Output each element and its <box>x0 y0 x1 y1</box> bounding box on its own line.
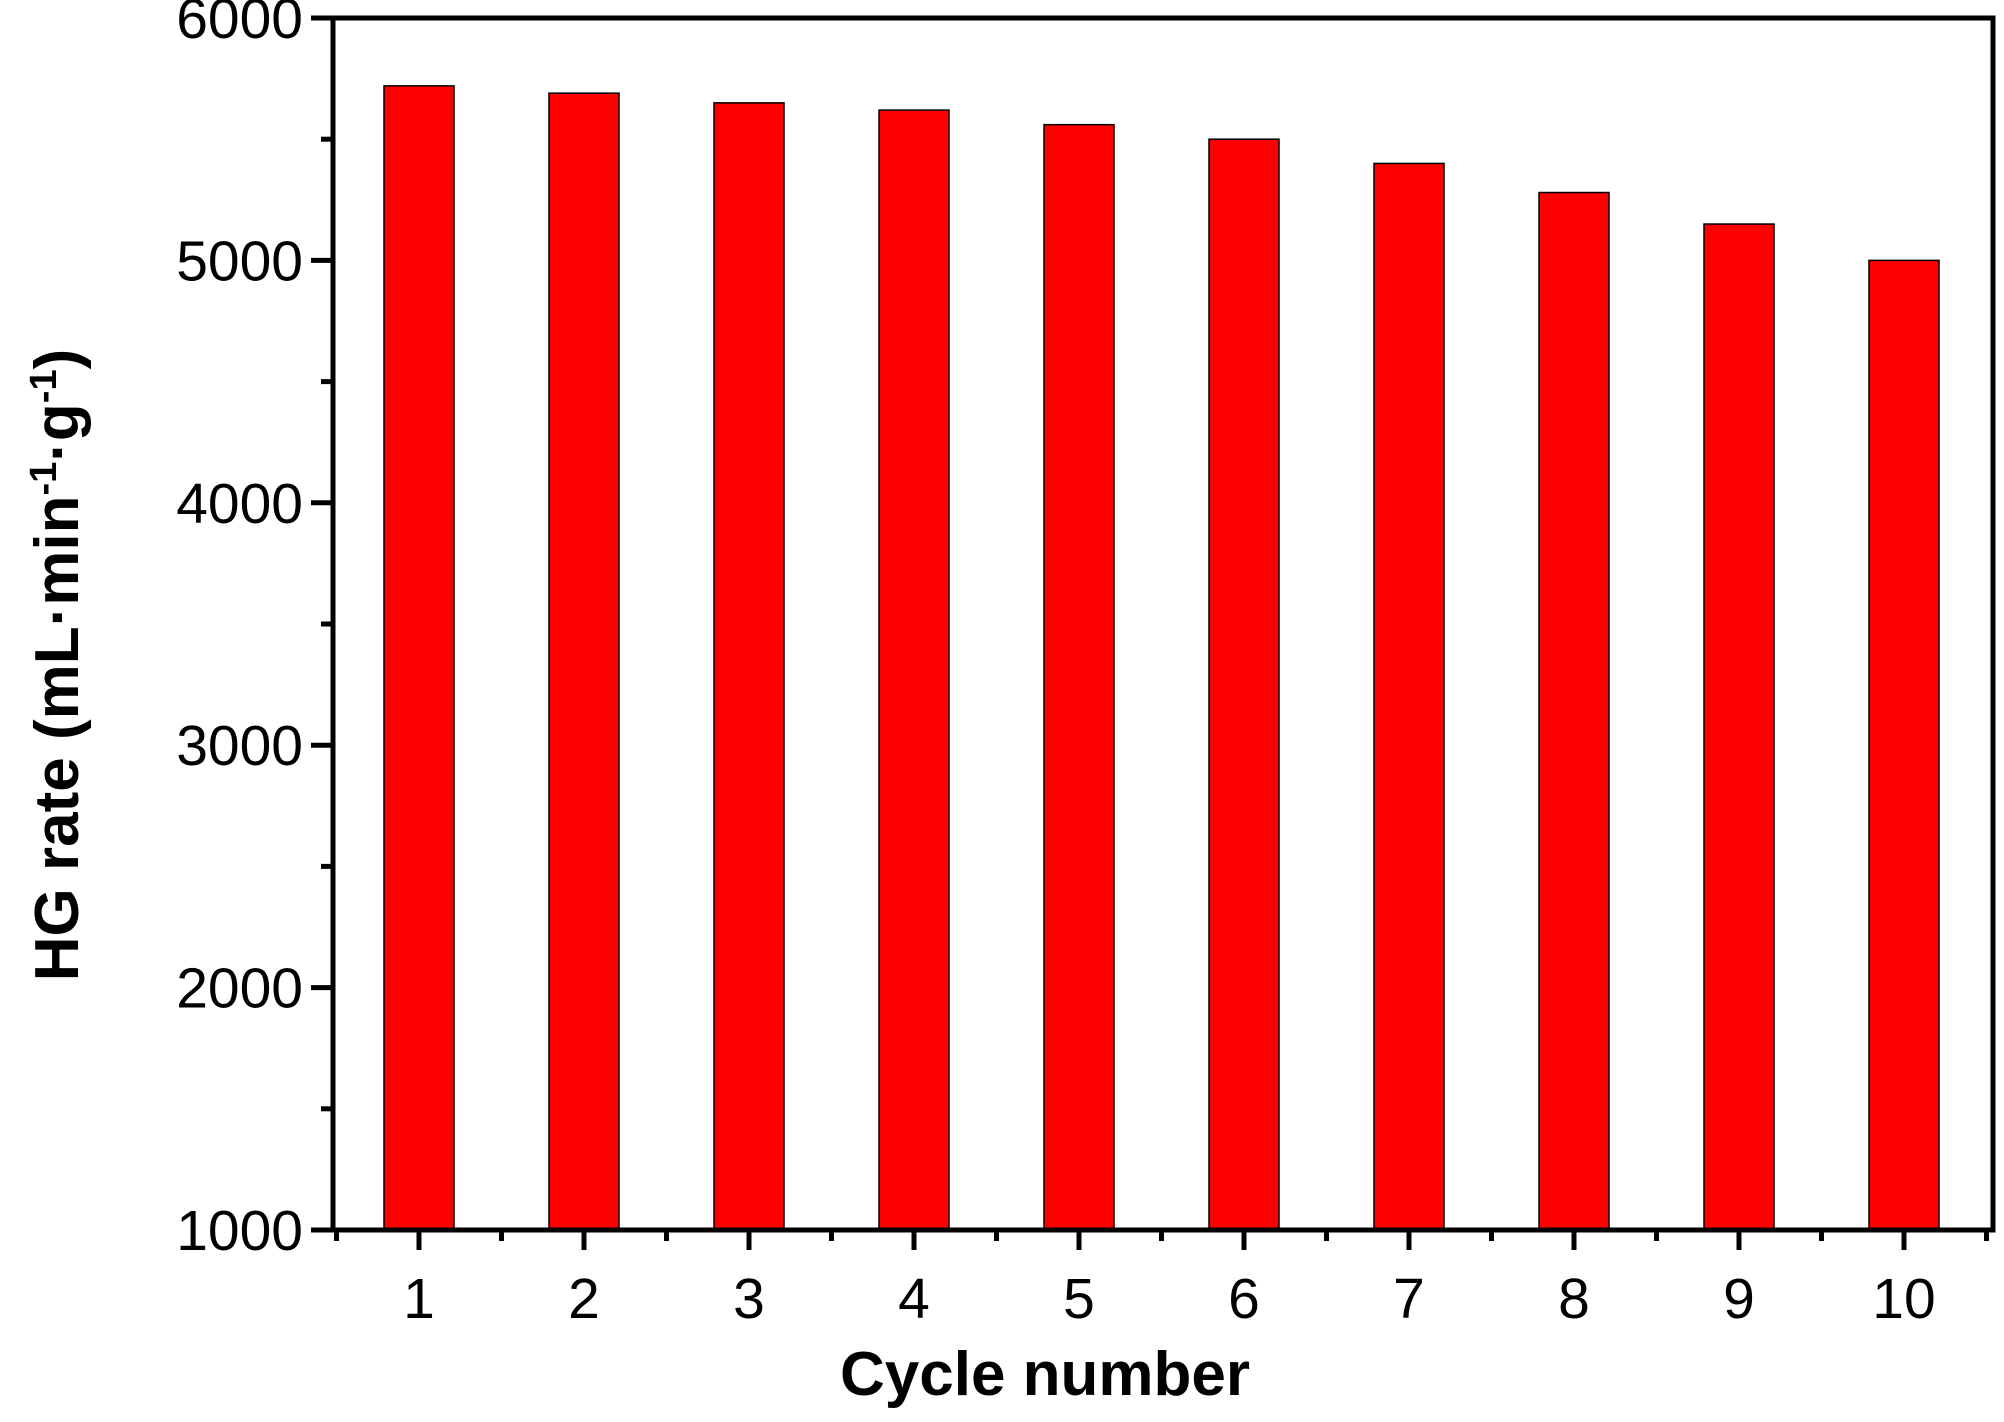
bar <box>1043 123 1115 1231</box>
y-tick-label: 6000 <box>176 0 303 51</box>
y-axis-title-sup2: -1 <box>23 369 65 403</box>
y-axis-title-main: HG rate (mL·min <box>23 496 92 982</box>
x-tick-label: 7 <box>1393 1267 1425 1331</box>
bar <box>1538 191 1610 1231</box>
y-tick-label: 5000 <box>176 229 303 293</box>
bar <box>1208 138 1280 1231</box>
y-axis-ticks: 1000 2000 3000 4000 5000 6000 <box>176 0 333 1263</box>
y-tick-label: 2000 <box>176 957 303 1021</box>
x-tick-label: 2 <box>568 1267 600 1331</box>
x-tick-label: 6 <box>1228 1267 1260 1331</box>
x-tick-label: 10 <box>1872 1267 1935 1331</box>
y-tick-label: 3000 <box>176 714 303 778</box>
y-axis-title-mid: ·g <box>23 403 92 462</box>
bar <box>878 109 950 1231</box>
x-tick-label: 9 <box>1723 1267 1755 1331</box>
y-axis-title-end: ) <box>23 349 92 370</box>
y-tick-label: 1000 <box>176 1199 303 1263</box>
x-tick-label: 8 <box>1558 1267 1590 1331</box>
y-tick-label: 4000 <box>176 472 303 536</box>
bar <box>383 85 455 1231</box>
bar <box>1868 259 1940 1231</box>
bar <box>1703 223 1775 1231</box>
y-axis-title: HG rate (mL·min-1·g-1) <box>23 349 92 982</box>
x-tick-label: 4 <box>898 1267 930 1331</box>
x-tick-label: 5 <box>1063 1267 1095 1331</box>
x-axis-title: Cycle number <box>840 1340 1250 1409</box>
x-tick-label: 1 <box>403 1267 435 1331</box>
x-tick-label: 3 <box>733 1267 765 1331</box>
bar <box>1373 162 1445 1231</box>
y-axis-title-sup1: -1 <box>23 462 65 496</box>
bar-series <box>383 85 1940 1231</box>
x-axis-ticks: 1 2 3 4 5 6 7 8 9 10 <box>334 1230 1989 1331</box>
bar <box>713 102 785 1231</box>
bar <box>548 92 620 1231</box>
